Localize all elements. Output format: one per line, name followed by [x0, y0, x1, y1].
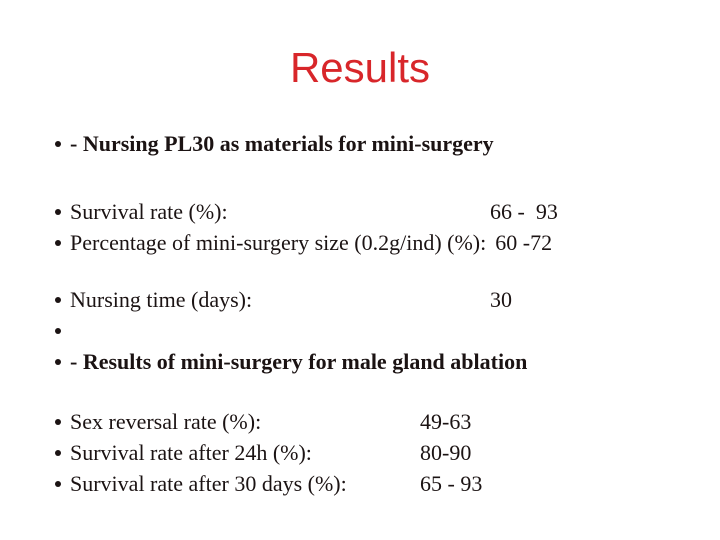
bullet-row-empty — [52, 315, 696, 346]
bullet-text: Sex reversal rate (%): — [70, 409, 262, 434]
bullet-dot-icon — [52, 328, 70, 334]
bullet-row-survival-24h: Survival rate after 24h (%): 80-90 — [52, 437, 696, 468]
bullet-value: 66 - 93 — [490, 199, 558, 224]
bullet-dot-icon — [52, 240, 70, 246]
bullet-value: 30 — [490, 287, 512, 312]
bullet-value: 60 -72 — [495, 230, 553, 255]
bullet-row-survival-30days: Survival rate after 30 days (%): 65 - 93 — [52, 468, 696, 499]
bullet-dot-icon — [52, 450, 70, 456]
slide-title: Results — [289, 44, 431, 91]
bullet-text: Percentage of mini-surgery size (0.2g/in… — [70, 230, 487, 255]
bullet-text: Survival rate after 24h (%): — [70, 440, 312, 465]
bullet-row-sex-reversal: Sex reversal rate (%): 49-63 — [52, 406, 696, 437]
bullet-row-section-heading: - Results of mini-surgery for male gland… — [52, 346, 696, 377]
bullet-dot-icon — [52, 419, 70, 425]
bullet-value: 49-63 — [420, 409, 472, 434]
bullet-row-section-heading: - Nursing PL30 as materials for mini-sur… — [52, 128, 696, 159]
bullet-dot-icon — [52, 209, 70, 215]
bullet-text: Survival rate (%): — [70, 199, 228, 224]
bullet-text: Nursing time (days): — [70, 287, 253, 312]
bullet-value: 80-90 — [420, 440, 472, 465]
bullet-text: - Nursing PL30 as materials for mini-sur… — [70, 131, 494, 156]
bullet-text: Survival rate after 30 days (%): — [70, 471, 347, 496]
bullet-text: - Results of mini-surgery for male gland… — [70, 349, 528, 374]
bullet-dot-icon — [52, 359, 70, 365]
bullet-value: 65 - 93 — [420, 471, 483, 496]
bullet-row-nursing-time: Nursing time (days): 30 — [52, 284, 696, 315]
bullet-dot-icon — [52, 297, 70, 303]
bullet-dot-icon — [52, 141, 70, 147]
bullet-row-survival-rate: Survival rate (%): 66 - 93 — [52, 196, 696, 227]
bullet-dot-icon — [52, 481, 70, 487]
bullet-row-percentage-size: Percentage of mini-surgery size (0.2g/in… — [52, 227, 696, 258]
bullet-list: - Nursing PL30 as materials for mini-sur… — [52, 128, 696, 499]
